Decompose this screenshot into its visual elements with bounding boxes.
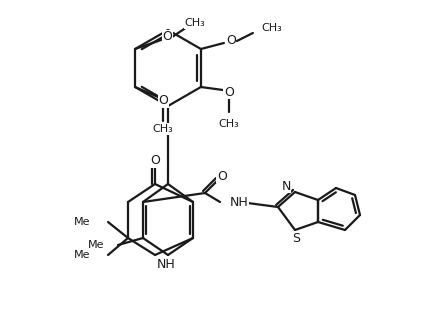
Text: CH₃: CH₃ [218,119,239,129]
Text: O: O [162,31,172,44]
Text: Me: Me [73,250,90,260]
Text: S: S [292,232,300,245]
Text: CH₃: CH₃ [185,18,206,28]
Text: CH₃: CH₃ [153,124,173,134]
Text: N: N [281,179,291,192]
Text: O: O [217,169,227,183]
Text: Me: Me [87,240,104,250]
Text: O: O [158,94,168,107]
Text: O: O [226,34,236,47]
Text: O: O [150,155,160,167]
Text: NH: NH [156,258,176,271]
Text: O: O [224,86,234,99]
Text: NH: NH [230,196,249,209]
Text: CH₃: CH₃ [261,23,282,33]
Text: Me: Me [73,217,90,227]
